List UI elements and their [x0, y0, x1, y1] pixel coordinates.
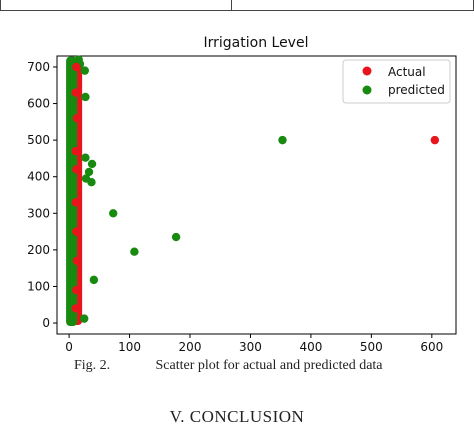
- predicted-point: [130, 247, 139, 256]
- plot-frame: [56, 55, 457, 335]
- y-tick-label: 0: [42, 316, 50, 330]
- legend-label-predicted: predicted: [388, 83, 445, 97]
- x-axis-ticks: 0 100 200 300 400 500 600: [65, 334, 443, 354]
- scatter-chart: Irrigation Level 0 100 200 300 400 500 600 0 10…: [27, 35, 457, 354]
- x-tick-label: 400: [299, 340, 322, 354]
- actual-point: [72, 227, 81, 236]
- y-tick-label: 200: [27, 243, 50, 257]
- actual-point: [71, 304, 80, 313]
- predicted-band: [66, 56, 78, 327]
- actual-point: [71, 198, 80, 207]
- predicted-point: [81, 92, 90, 102]
- predicted-point: [109, 209, 118, 218]
- predicted-point: [80, 314, 89, 323]
- actual-point: [71, 88, 80, 97]
- dense-point-column: [66, 56, 83, 327]
- actual-point: [72, 165, 81, 174]
- y-tick-label: 500: [27, 133, 50, 147]
- predicted-point: [74, 55, 83, 64]
- predicted-point: [81, 153, 90, 162]
- predicted-point: [89, 275, 99, 285]
- section-heading: V. CONCLUSION: [169, 407, 305, 426]
- predicted-point: [80, 66, 90, 75]
- actual-point: [430, 135, 440, 145]
- predicted-point: [278, 135, 287, 145]
- legend-label-actual: Actual: [388, 65, 426, 79]
- actual-point: [72, 285, 81, 295]
- predicted-point: [84, 167, 94, 177]
- figure-caption-text: Scatter plot for actual and predicted da…: [155, 358, 383, 373]
- legend-marker-actual: [362, 66, 372, 76]
- actual-point: [71, 146, 80, 156]
- figure-number: Fig. 2.: [74, 358, 111, 373]
- figure-caption: Fig. 2. Scatter plot for actual and pred…: [74, 358, 383, 374]
- actual-point: [72, 256, 82, 266]
- scatter-points: [71, 55, 440, 323]
- table-column-divider: [231, 0, 232, 10]
- predicted-point: [81, 174, 91, 183]
- legend-marker-predicted: [362, 85, 372, 95]
- x-tick-label: 0: [65, 340, 73, 354]
- x-tick-label: 300: [239, 340, 262, 354]
- actual-point: [72, 62, 81, 72]
- actual-point: [72, 113, 82, 123]
- x-tick-label: 200: [179, 340, 202, 354]
- y-tick-label: 600: [27, 97, 50, 111]
- y-tick-label: 300: [27, 206, 50, 220]
- y-axis-ticks: 0 100 200 300 400 500 600 700: [27, 60, 57, 330]
- y-tick-label: 400: [27, 170, 50, 184]
- predicted-point: [87, 159, 97, 169]
- x-tick-label: 600: [420, 340, 443, 354]
- predicted-point: [171, 232, 181, 242]
- legend: Actual predicted: [342, 59, 451, 104]
- y-tick-label: 100: [27, 279, 50, 293]
- x-tick-label: 500: [360, 340, 383, 354]
- chart-title: Irrigation Level: [204, 35, 309, 51]
- y-tick-label: 700: [27, 60, 50, 74]
- x-tick-label: 100: [118, 340, 141, 354]
